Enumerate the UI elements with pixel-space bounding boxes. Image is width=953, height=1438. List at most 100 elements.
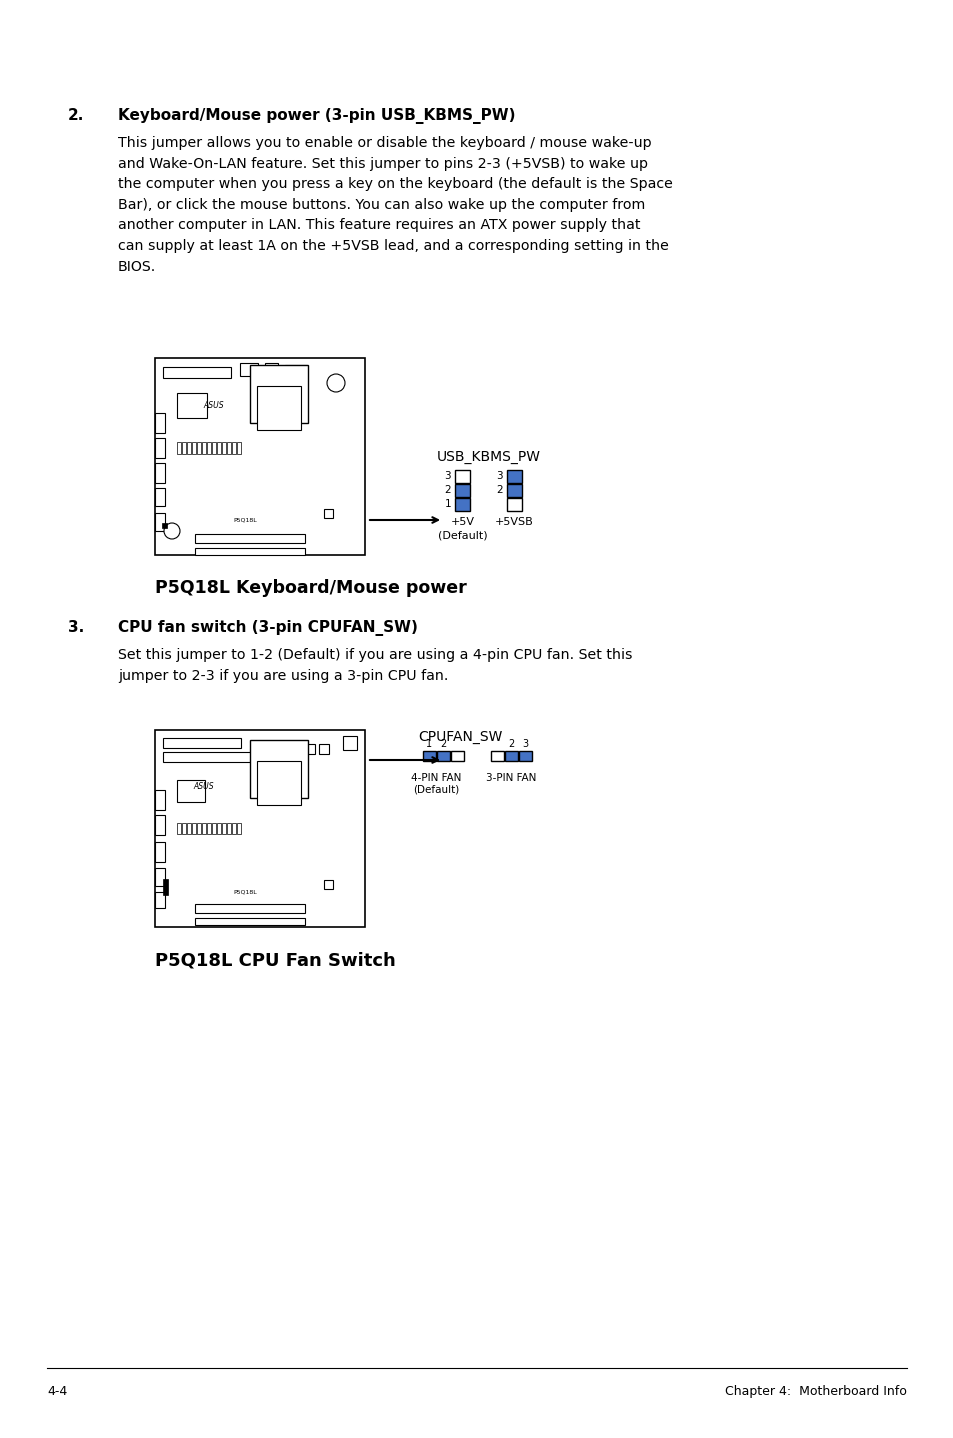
Bar: [212, 441, 215, 454]
Bar: [163, 738, 241, 748]
Bar: [194, 548, 305, 555]
Bar: [504, 751, 517, 761]
Bar: [154, 731, 365, 928]
Bar: [491, 751, 503, 761]
Bar: [518, 751, 532, 761]
Bar: [154, 843, 165, 861]
Bar: [194, 905, 305, 913]
Bar: [455, 485, 470, 498]
Text: This jumper allows you to enable or disable the keyboard / mouse wake-up
and Wak: This jumper allows you to enable or disa…: [118, 137, 672, 273]
Text: 2: 2: [508, 739, 514, 749]
Bar: [192, 823, 195, 834]
Bar: [216, 823, 221, 834]
Text: ASUS: ASUS: [203, 401, 223, 410]
Text: +5VSB: +5VSB: [495, 518, 534, 526]
Bar: [194, 917, 305, 925]
Bar: [236, 823, 241, 834]
Bar: [202, 441, 206, 454]
Bar: [455, 498, 470, 510]
Bar: [154, 358, 365, 555]
Text: 2: 2: [440, 739, 446, 749]
Text: Keyboard/Mouse power (3-pin USB_KBMS_PW): Keyboard/Mouse power (3-pin USB_KBMS_PW): [118, 108, 515, 124]
Circle shape: [164, 523, 180, 539]
Bar: [154, 487, 165, 506]
Text: CPUFAN_SW: CPUFAN_SW: [417, 731, 502, 743]
Bar: [207, 823, 211, 834]
Bar: [187, 441, 191, 454]
Text: 1: 1: [426, 739, 432, 749]
Bar: [177, 779, 205, 802]
Text: 3: 3: [444, 472, 451, 480]
Bar: [250, 741, 308, 798]
Bar: [163, 367, 231, 378]
Text: 2.: 2.: [68, 108, 84, 124]
Bar: [455, 470, 470, 483]
Bar: [154, 513, 165, 531]
Bar: [222, 823, 226, 834]
Text: P5Q18L Keyboard/Mouse power: P5Q18L Keyboard/Mouse power: [154, 580, 466, 597]
Bar: [212, 823, 215, 834]
Text: 4-4: 4-4: [47, 1385, 67, 1398]
Bar: [422, 751, 436, 761]
Bar: [177, 441, 181, 454]
Text: Set this jumper to 1-2 (Default) if you are using a 4-pin CPU fan. Set this
jump: Set this jumper to 1-2 (Default) if you …: [118, 649, 632, 683]
Bar: [285, 365, 307, 375]
Text: 1: 1: [444, 499, 451, 509]
Bar: [436, 751, 450, 761]
Bar: [451, 751, 463, 761]
Text: Chapter 4:  Motherboard Info: Chapter 4: Motherboard Info: [724, 1385, 906, 1398]
Text: +5V: +5V: [450, 518, 474, 526]
Bar: [318, 743, 329, 754]
Bar: [222, 441, 226, 454]
Bar: [177, 393, 207, 418]
Bar: [207, 441, 211, 454]
Bar: [265, 362, 277, 375]
Bar: [240, 362, 257, 375]
Bar: [192, 441, 195, 454]
Bar: [291, 743, 301, 754]
Bar: [506, 498, 521, 510]
Bar: [227, 823, 231, 834]
Bar: [177, 823, 181, 834]
Text: USB_KBMS_PW: USB_KBMS_PW: [436, 450, 540, 464]
Bar: [256, 761, 301, 805]
Bar: [196, 823, 201, 834]
Bar: [216, 441, 221, 454]
Text: 3: 3: [496, 472, 502, 480]
Bar: [324, 509, 333, 518]
Bar: [154, 892, 165, 907]
Bar: [227, 441, 231, 454]
Bar: [154, 439, 165, 457]
Text: 4-PIN FAN: 4-PIN FAN: [411, 774, 460, 784]
Text: ASUS: ASUS: [193, 782, 213, 791]
Bar: [163, 879, 168, 894]
Bar: [187, 823, 191, 834]
Bar: [256, 385, 301, 430]
Bar: [182, 441, 186, 454]
Text: 2: 2: [444, 485, 451, 495]
Bar: [506, 485, 521, 498]
Bar: [154, 463, 165, 483]
Bar: [154, 869, 165, 886]
Bar: [343, 736, 356, 751]
Bar: [202, 823, 206, 834]
Text: 2: 2: [496, 485, 502, 495]
Circle shape: [261, 748, 285, 772]
Bar: [154, 413, 165, 433]
Bar: [232, 823, 235, 834]
Text: P5Q18L: P5Q18L: [233, 518, 256, 523]
Text: 3.: 3.: [68, 620, 84, 636]
Bar: [154, 815, 165, 835]
Text: (Default): (Default): [413, 785, 458, 795]
Text: CPU fan switch (3-pin CPUFAN_SW): CPU fan switch (3-pin CPUFAN_SW): [118, 620, 417, 636]
Bar: [196, 441, 201, 454]
Text: 3-PIN FAN: 3-PIN FAN: [486, 774, 537, 784]
Bar: [194, 533, 305, 544]
Bar: [236, 441, 241, 454]
Bar: [250, 365, 308, 423]
Text: P5Q18L: P5Q18L: [233, 890, 256, 894]
Bar: [324, 880, 333, 889]
Bar: [506, 470, 521, 483]
Circle shape: [327, 374, 345, 393]
Text: P5Q18L CPU Fan Switch: P5Q18L CPU Fan Switch: [154, 951, 395, 969]
